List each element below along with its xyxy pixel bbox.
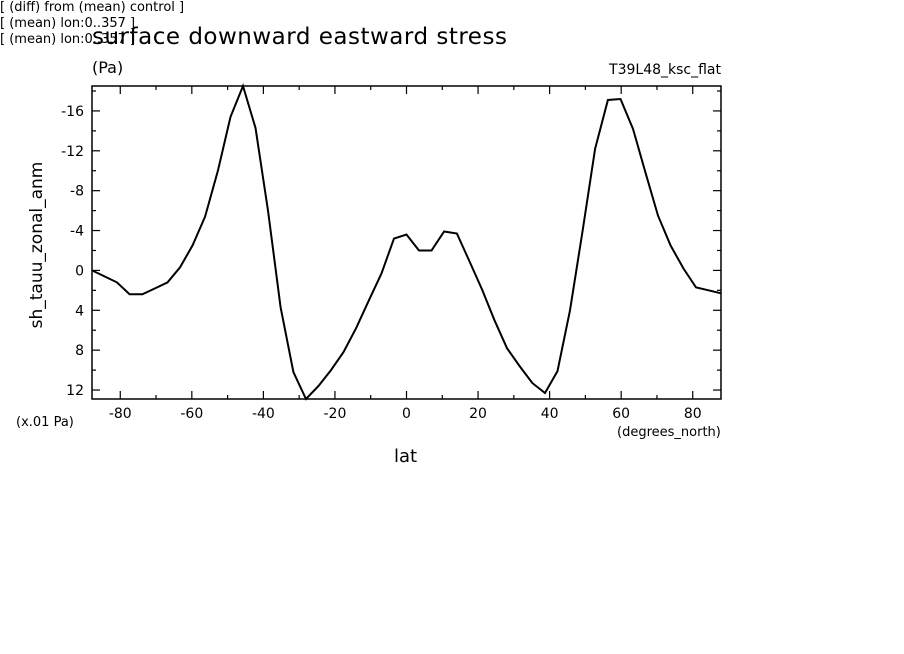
x-axis-units: (degrees_north) [617,425,721,440]
x-tick-label: -20 [324,406,347,422]
x-tick-label: 20 [469,406,487,422]
x-axis-label: lat [394,446,418,467]
y-tick-label: 4 [75,303,84,319]
y-tick-label: 8 [75,343,84,359]
y-tick-label: -16 [61,104,84,120]
run-label: T39L48_ksc_flat [609,62,721,78]
y-tick-label: 0 [75,263,84,279]
note-line: [ (mean) lon:0..357 ] [0,16,136,31]
note-line: [ (mean) lon:0..357 ] [0,32,136,47]
chart-title: surface downward eastward stress [92,24,508,50]
x-tick-label: 0 [402,406,411,422]
y-tick-label: -4 [70,224,84,240]
x-tick-label: -60 [180,406,203,422]
plot-frame [91,85,722,400]
x-tick-label: 80 [684,406,702,422]
x-tick-label: 40 [541,406,559,422]
note-line: [ (diff) from (mean) control ] [0,0,185,15]
chart-units: (Pa) [92,58,124,77]
x-tick-label: -40 [252,406,275,422]
x-tick-label: 60 [612,406,630,422]
x-tick-label: -80 [109,406,132,422]
y-tick-label: 12 [66,383,84,399]
notes-block: [ (diff) from (mean) control ] [ (mean) … [0,0,904,48]
series-line [91,82,722,401]
axis-ticks [92,86,721,399]
y-tick-label: -8 [70,184,84,200]
y-scale-note: (x.01 Pa) [16,415,74,430]
y-tick-label: -12 [61,144,84,160]
